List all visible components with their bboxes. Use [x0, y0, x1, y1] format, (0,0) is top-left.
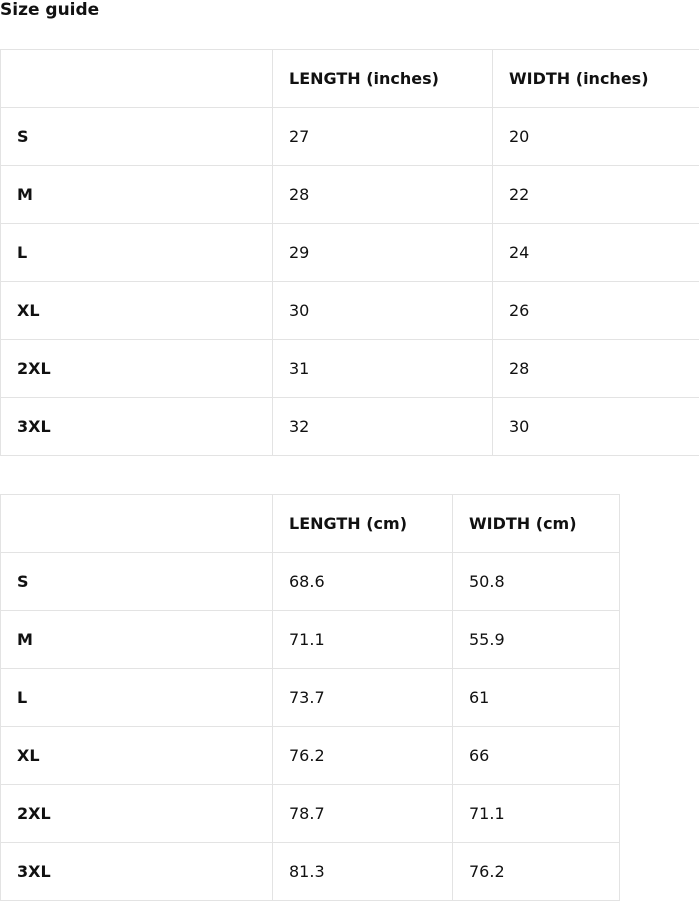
- size-label: XL: [0, 726, 273, 785]
- measurement-cell: 71.1: [452, 784, 620, 843]
- column-header: LENGTH (inches): [272, 49, 493, 108]
- size-label: L: [0, 223, 273, 282]
- column-header: [0, 49, 273, 108]
- measurement-cell: 31: [272, 339, 493, 398]
- table-row: M 71.1 55.9: [0, 610, 620, 669]
- measurement-cell: 73.7: [272, 668, 453, 727]
- column-header: WIDTH (inches): [492, 49, 699, 108]
- measurement-cell: 30: [492, 397, 699, 456]
- size-label: S: [0, 552, 273, 611]
- table-header-row: LENGTH (inches) WIDTH (inches): [0, 49, 699, 108]
- table-row: L 73.7 61: [0, 668, 620, 727]
- size-label: 2XL: [0, 339, 273, 398]
- measurement-cell: 76.2: [272, 726, 453, 785]
- measurement-cell: 30: [272, 281, 493, 340]
- measurement-cell: 68.6: [272, 552, 453, 611]
- size-label: L: [0, 668, 273, 727]
- size-label: 2XL: [0, 784, 273, 843]
- measurement-cell: 27: [272, 107, 493, 166]
- table-row: XL 76.2 66: [0, 726, 620, 785]
- table-row: 3XL 32 30: [0, 397, 699, 456]
- measurement-cell: 22: [492, 165, 699, 224]
- table-row: S 27 20: [0, 107, 699, 166]
- table-header-row: LENGTH (cm) WIDTH (cm): [0, 494, 620, 553]
- table-row: XL 30 26: [0, 281, 699, 340]
- table-row: L 29 24: [0, 223, 699, 282]
- size-label: 3XL: [0, 397, 273, 456]
- measurement-cell: 78.7: [272, 784, 453, 843]
- measurement-cell: 24: [492, 223, 699, 282]
- column-header: [0, 494, 273, 553]
- measurement-cell: 50.8: [452, 552, 620, 611]
- table-row: 2XL 31 28: [0, 339, 699, 398]
- size-label: 3XL: [0, 842, 273, 901]
- table-row: 2XL 78.7 71.1: [0, 784, 620, 843]
- table-row: S 68.6 50.8: [0, 552, 620, 611]
- measurement-cell: 28: [492, 339, 699, 398]
- size-table-inches: LENGTH (inches) WIDTH (inches) S 27 20 M 28 22…: [0, 49, 699, 456]
- measurement-cell: 26: [492, 281, 699, 340]
- column-header: LENGTH (cm): [272, 494, 453, 553]
- measurement-cell: 29: [272, 223, 493, 282]
- size-label: S: [0, 107, 273, 166]
- measurement-cell: 32: [272, 397, 493, 456]
- size-label: M: [0, 610, 273, 669]
- table-row: 3XL 81.3 76.2: [0, 842, 620, 901]
- column-header: WIDTH (cm): [452, 494, 620, 553]
- measurement-cell: 71.1: [272, 610, 453, 669]
- size-table-cm: LENGTH (cm) WIDTH (cm) S 68.6 50.8 M 71.1 55.9…: [0, 494, 620, 901]
- measurement-cell: 61: [452, 668, 620, 727]
- size-label: M: [0, 165, 273, 224]
- measurement-cell: 81.3: [272, 842, 453, 901]
- measurement-cell: 76.2: [452, 842, 620, 901]
- table-row: M 28 22: [0, 165, 699, 224]
- measurement-cell: 55.9: [452, 610, 620, 669]
- measurement-cell: 20: [492, 107, 699, 166]
- measurement-cell: 28: [272, 165, 493, 224]
- size-label: XL: [0, 281, 273, 340]
- measurement-cell: 66: [452, 726, 620, 785]
- page-title: Size guide: [0, 0, 100, 20]
